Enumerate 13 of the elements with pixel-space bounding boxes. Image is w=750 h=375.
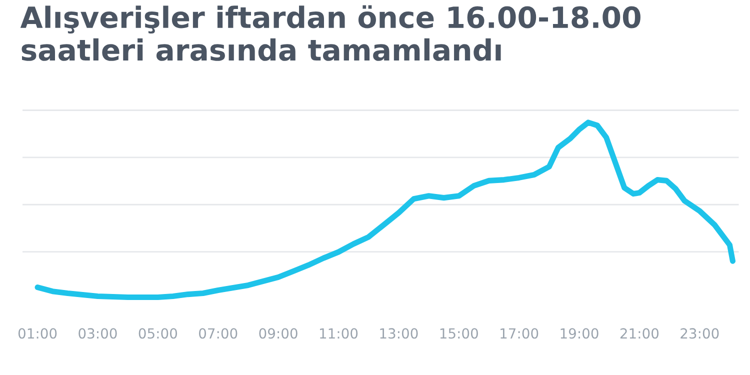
x-tick-label: 19:00 [560,328,598,339]
chart-title: Alışverişler iftardan önce 16.00-18.00 saatleri arasında tamamlandı [20,5,640,61]
x-tick-label: 03:00 [78,328,117,339]
x-tick-label: 17:00 [500,328,538,339]
x-tick-label: 15:00 [440,328,478,339]
x-tick-label: 21:00 [620,328,659,339]
x-tick-label: 05:00 [138,328,178,339]
x-tick-label: 01:00 [18,328,57,339]
x-tick-label: 11:00 [320,328,358,339]
x-tick-label: 09:00 [259,328,298,339]
x-tick-label: 07:00 [199,328,238,339]
x-tick-label: 13:00 [380,328,418,339]
x-tick-label: 23:00 [680,328,719,339]
